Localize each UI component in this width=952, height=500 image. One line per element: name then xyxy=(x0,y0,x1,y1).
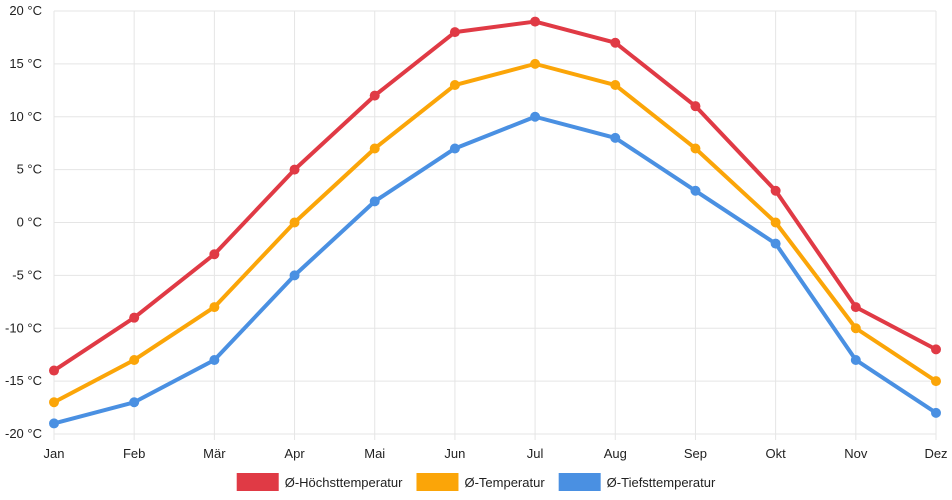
legend-swatch xyxy=(558,473,601,491)
data-point[interactable] xyxy=(289,217,300,228)
data-point[interactable] xyxy=(770,238,781,249)
data-point[interactable] xyxy=(209,354,220,365)
y-tick-label: -5 °C xyxy=(12,267,42,282)
legend-item[interactable]: Ø-Tiefsttemperatur xyxy=(558,473,716,491)
data-point[interactable] xyxy=(690,185,701,196)
data-point[interactable] xyxy=(530,58,541,69)
data-point[interactable] xyxy=(931,376,941,387)
x-tick-label: Mär xyxy=(203,446,226,461)
legend-label: Ø-Tiefsttemperatur xyxy=(607,475,716,490)
y-tick-label: -15 °C xyxy=(5,373,42,388)
data-point[interactable] xyxy=(369,196,380,207)
x-tick-label: Jan xyxy=(44,446,65,461)
data-point[interactable] xyxy=(289,270,300,281)
series-layer xyxy=(49,16,941,429)
data-point[interactable] xyxy=(129,312,140,323)
data-point[interactable] xyxy=(369,143,380,154)
data-point[interactable] xyxy=(209,302,220,313)
x-tick-label: Jun xyxy=(444,446,465,461)
data-point[interactable] xyxy=(530,111,541,122)
y-tick-label: 20 °C xyxy=(9,3,42,18)
x-tick-label: Nov xyxy=(844,446,868,461)
data-point[interactable] xyxy=(49,418,59,429)
data-point[interactable] xyxy=(449,143,460,154)
legend-label: Ø-Temperatur xyxy=(464,475,545,490)
y-tick-label: 5 °C xyxy=(17,162,42,177)
x-tick-label: Sep xyxy=(684,446,707,461)
data-point[interactable] xyxy=(209,249,220,260)
data-point[interactable] xyxy=(129,397,140,408)
data-point[interactable] xyxy=(49,397,59,408)
y-tick-label: 10 °C xyxy=(9,109,42,124)
y-tick-label: -10 °C xyxy=(5,320,42,335)
legend-item[interactable]: Ø-Höchsttemperatur xyxy=(236,473,403,491)
data-point[interactable] xyxy=(610,80,621,91)
data-point[interactable] xyxy=(931,407,941,418)
data-point[interactable] xyxy=(530,16,541,27)
data-point[interactable] xyxy=(770,217,781,228)
data-point[interactable] xyxy=(931,344,941,355)
series-line xyxy=(52,19,938,373)
series-line xyxy=(52,114,938,426)
data-point[interactable] xyxy=(289,164,300,175)
y-tick-label: 15 °C xyxy=(9,56,42,71)
series-2 xyxy=(49,111,941,429)
data-point[interactable] xyxy=(850,302,861,313)
legend-swatch xyxy=(416,473,459,491)
series-line xyxy=(52,61,938,405)
data-point[interactable] xyxy=(449,27,460,38)
series-0 xyxy=(49,16,941,376)
data-point[interactable] xyxy=(690,143,701,154)
legend-swatch xyxy=(236,473,279,491)
series-1 xyxy=(49,58,941,408)
data-point[interactable] xyxy=(49,365,59,376)
data-point[interactable] xyxy=(850,354,861,365)
data-point[interactable] xyxy=(449,80,460,91)
data-point[interactable] xyxy=(690,101,701,112)
x-tick-label: Aug xyxy=(604,446,627,461)
data-point[interactable] xyxy=(610,37,621,48)
legend-item[interactable]: Ø-Temperatur xyxy=(416,473,545,491)
legend-label: Ø-Höchsttemperatur xyxy=(285,475,403,490)
data-point[interactable] xyxy=(129,354,140,365)
y-tick-label: 0 °C xyxy=(17,215,42,230)
x-tick-label: Apr xyxy=(284,446,305,461)
x-tick-label: Okt xyxy=(766,446,787,461)
x-tick-label: Feb xyxy=(123,446,145,461)
x-tick-label: Mai xyxy=(364,446,385,461)
data-point[interactable] xyxy=(369,90,380,101)
y-tick-label: -20 °C xyxy=(5,426,42,441)
x-tick-label: Jul xyxy=(527,446,544,461)
legend[interactable]: Ø-Höchsttemperatur Ø-Temperatur Ø-Tiefstte… xyxy=(236,473,716,491)
data-point[interactable] xyxy=(610,132,621,143)
axis-labels: 20 °C 15 °C 10 °C 5 °C 0 °C -5 °C -10 °C -15 °C… xyxy=(5,3,948,461)
data-point[interactable] xyxy=(770,185,781,196)
data-point[interactable] xyxy=(850,323,861,334)
x-tick-label: Dez xyxy=(924,446,947,461)
